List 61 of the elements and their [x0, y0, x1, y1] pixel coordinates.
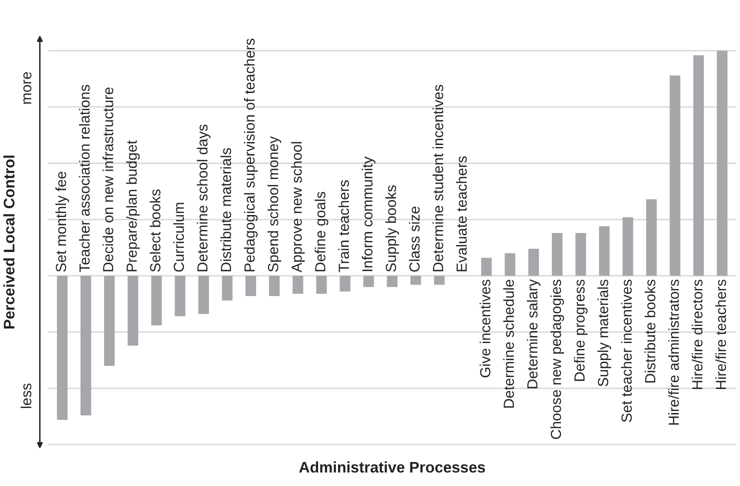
- bar: [292, 276, 304, 294]
- bar: [104, 276, 115, 366]
- x-tick-label: Spend school money: [268, 136, 282, 272]
- x-tick-label: Hire/fire directors: [692, 280, 703, 389]
- bar: [410, 276, 422, 285]
- bar: [80, 276, 92, 416]
- bar: [56, 276, 68, 420]
- bar: [245, 276, 256, 296]
- x-tick-label: Give incentives: [480, 280, 490, 378]
- x-tick-label: Distribute books: [644, 280, 656, 383]
- bar: [363, 276, 374, 288]
- bar: [174, 276, 186, 316]
- text: more: [23, 72, 32, 104]
- bar: [128, 276, 138, 346]
- x-tick-label: Prepare/plan budget: [126, 140, 140, 272]
- x-tick-label: Choose new pedagogies: [550, 280, 564, 439]
- x-tick-label: Decide on new infrastructure: [102, 87, 114, 272]
- x-tick-label: Determine student incentives: [432, 84, 444, 272]
- x-tick-label: Set monthly fee: [55, 172, 70, 272]
- bar: [599, 226, 610, 276]
- text: less: [20, 384, 32, 408]
- x-tick-label: Select books: [150, 189, 160, 272]
- x-tick-label: Define goals: [314, 192, 328, 272]
- x-tick-label: Define progress: [574, 280, 588, 381]
- bar: [504, 253, 516, 276]
- x-tick-label: Evaluate teachers: [456, 156, 467, 272]
- bar: [340, 276, 350, 292]
- bar: [693, 55, 704, 276]
- x-tick-label: Hire/fire administrators: [668, 280, 679, 425]
- x-tick-label: Determine school days: [196, 124, 210, 272]
- x-tick-label: Supply books: [385, 185, 399, 272]
- x-tick-label: Pedagogical supervision of teachers: [244, 38, 258, 272]
- bar: [269, 276, 280, 296]
- bar: [646, 199, 657, 276]
- bar: [151, 276, 162, 326]
- x-tick-label: Distribute materials: [220, 148, 232, 272]
- bar: [316, 276, 327, 294]
- bar: [716, 50, 728, 276]
- bar: [198, 276, 209, 314]
- bar: [434, 276, 445, 285]
- x-tick-label: Supply materials: [598, 280, 612, 386]
- bar: [528, 248, 539, 276]
- bar: [222, 276, 233, 301]
- bar: [575, 233, 586, 276]
- bar: [481, 258, 492, 276]
- x-tick-label: Hire/fire teachers: [715, 280, 726, 389]
- x-tick-label: Approve new school: [291, 142, 305, 272]
- bar: [670, 75, 680, 276]
- x-tick-label: Set teacher incentives: [621, 280, 632, 422]
- bar: [622, 217, 634, 276]
- x-tick-label: Curriculum: [173, 202, 184, 272]
- x-tick-label: Teacher association relations: [79, 84, 90, 272]
- x-tick-label: Train teachers: [338, 180, 349, 272]
- x-axis-title: Administrative Processes: [299, 461, 485, 473]
- x-tick-label: Determine salary: [526, 279, 540, 388]
- x-tick-label: Class size: [408, 206, 420, 272]
- x-tick-label: Inform community: [362, 156, 376, 272]
- x-tick-label: Determine schedule: [503, 280, 514, 408]
- bar: [386, 276, 398, 288]
- bar: [552, 233, 562, 276]
- y-axis-title: Perceived Local Control: [3, 156, 15, 328]
